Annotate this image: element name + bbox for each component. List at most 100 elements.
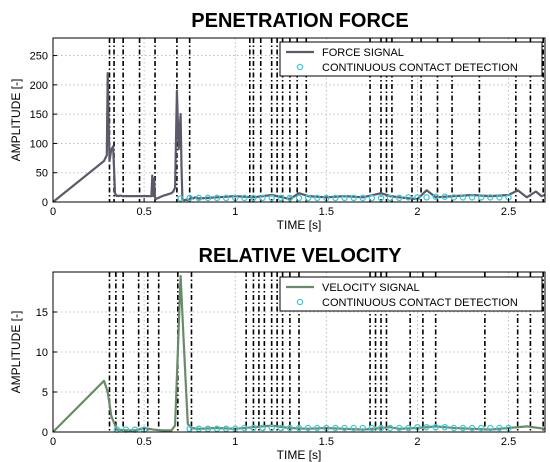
detection-point <box>268 194 275 202</box>
axes-frame <box>52 37 546 203</box>
detection-point <box>268 424 275 432</box>
detection-point <box>432 193 439 200</box>
detection-point <box>350 194 357 202</box>
legend: VELOCITY SIGNAL CONTINUOUS CONTACT DETECT… <box>279 276 543 312</box>
y-tick-label: 10 <box>36 347 48 359</box>
x-tick-label: 0.5 <box>136 206 151 218</box>
detection-point <box>313 424 321 432</box>
x-tick-label: 1.5 <box>319 436 334 448</box>
x-tick-label: 1 <box>232 206 238 218</box>
detection-point <box>496 194 503 201</box>
detection-point <box>186 425 193 433</box>
detection-point <box>477 194 485 201</box>
detection-point <box>441 423 449 431</box>
y-tick-label: 50 <box>36 168 48 180</box>
chart-panel-2: RELATIVE VELOCITY 0 0.5 1 1.5 2 2.5 0 5 10 15 TIME … <box>9 245 546 462</box>
x-tick-label: 0 <box>50 206 56 218</box>
detection-point <box>350 424 357 432</box>
y-tick-label: 150 <box>30 109 48 121</box>
detection-point <box>395 194 403 202</box>
detection-point <box>286 424 294 432</box>
x-tick-label: 2.5 <box>501 436 516 448</box>
detection-point <box>377 424 385 432</box>
detection-point <box>277 194 285 202</box>
detection-point <box>459 194 467 201</box>
detection-point <box>332 424 339 432</box>
detection-point <box>304 424 312 432</box>
detection-point <box>341 194 348 202</box>
detection-point <box>295 194 303 202</box>
detection-point <box>250 194 257 202</box>
detection-point <box>241 424 248 432</box>
x-tick-label: 2.5 <box>501 206 516 218</box>
detection-point <box>477 424 485 432</box>
legend-signal-label: FORCE SIGNAL <box>322 47 404 59</box>
x-axis-label: TIME [s] <box>277 218 322 232</box>
detection-point <box>213 425 221 433</box>
legend: FORCE SIGNAL CONTINUOUS CONTACT DETECTION <box>279 41 543 77</box>
detection-point <box>250 424 257 432</box>
detection-point <box>487 194 494 201</box>
y-tick-label: 5 <box>42 387 48 399</box>
legend-signal-label: VELOCITY SIGNAL <box>322 282 420 294</box>
detection-point <box>222 425 230 433</box>
x-tick-label: 2 <box>414 206 420 218</box>
detection-point <box>222 194 230 202</box>
detection-point <box>332 194 339 202</box>
x-tick-label: 1.5 <box>319 206 334 218</box>
legend-detection-label: CONTINUOUS CONTACT DETECTION <box>322 62 518 74</box>
y-tick-label: 100 <box>30 138 48 150</box>
x-tick-label: 1 <box>232 436 238 448</box>
detection-point <box>496 424 503 432</box>
detection-point <box>441 193 449 200</box>
legend-box <box>279 41 543 77</box>
detection-point <box>368 194 376 202</box>
signal-series-line <box>52 71 546 203</box>
detection-point <box>186 194 193 202</box>
x-tick-label: 2 <box>414 436 420 448</box>
detection-point <box>341 424 348 432</box>
detection-point <box>304 194 312 202</box>
detection-point <box>405 194 412 201</box>
y-tick-label: 0 <box>42 427 48 439</box>
detection-point <box>359 194 367 202</box>
detection-point <box>259 194 266 202</box>
y-axis-label: AMPLITUDE [-] <box>9 311 23 394</box>
detection-point <box>177 195 184 202</box>
detection-point <box>450 424 458 432</box>
detection-point <box>313 194 321 202</box>
detection-point <box>368 424 376 432</box>
detection-point <box>377 194 385 202</box>
y-tick-label: 0 <box>42 197 48 209</box>
detection-point <box>395 424 403 432</box>
legend-detection-label: CONTINUOUS CONTACT DETECTION <box>322 297 518 309</box>
y-tick-label: 200 <box>30 80 48 92</box>
y-axis-label: AMPLITUDE [-] <box>9 79 23 162</box>
x-axis-label: TIME [s] <box>277 448 322 462</box>
legend-detection-swatch <box>296 298 304 306</box>
detection-point <box>195 425 203 433</box>
x-tick-label: 0 <box>50 436 56 448</box>
detection-point <box>487 424 494 432</box>
detection-point <box>213 194 221 202</box>
detection-point <box>468 194 476 201</box>
detection-point <box>204 194 212 202</box>
chart-title: PENETRATION FORCE <box>191 10 408 32</box>
detection-point <box>432 423 439 431</box>
detection-point <box>423 423 430 431</box>
detection-point <box>386 194 394 202</box>
detection-point <box>259 424 266 432</box>
legend-box <box>279 276 543 312</box>
detection-point <box>423 194 430 201</box>
detection-point <box>295 424 303 432</box>
detection-point <box>286 194 294 202</box>
detection-point <box>405 424 412 432</box>
detection-point <box>386 424 394 432</box>
chart-title: RELATIVE VELOCITY <box>199 245 403 267</box>
detection-point <box>204 425 212 433</box>
detection-point <box>277 424 285 432</box>
x-tick-label: 0.5 <box>136 436 151 448</box>
chart-panel-1: PENETRATION FORCE 0 0.5 1 1.5 2 2.5 0 50 100 150 20… <box>9 10 546 232</box>
detection-point <box>450 194 458 201</box>
